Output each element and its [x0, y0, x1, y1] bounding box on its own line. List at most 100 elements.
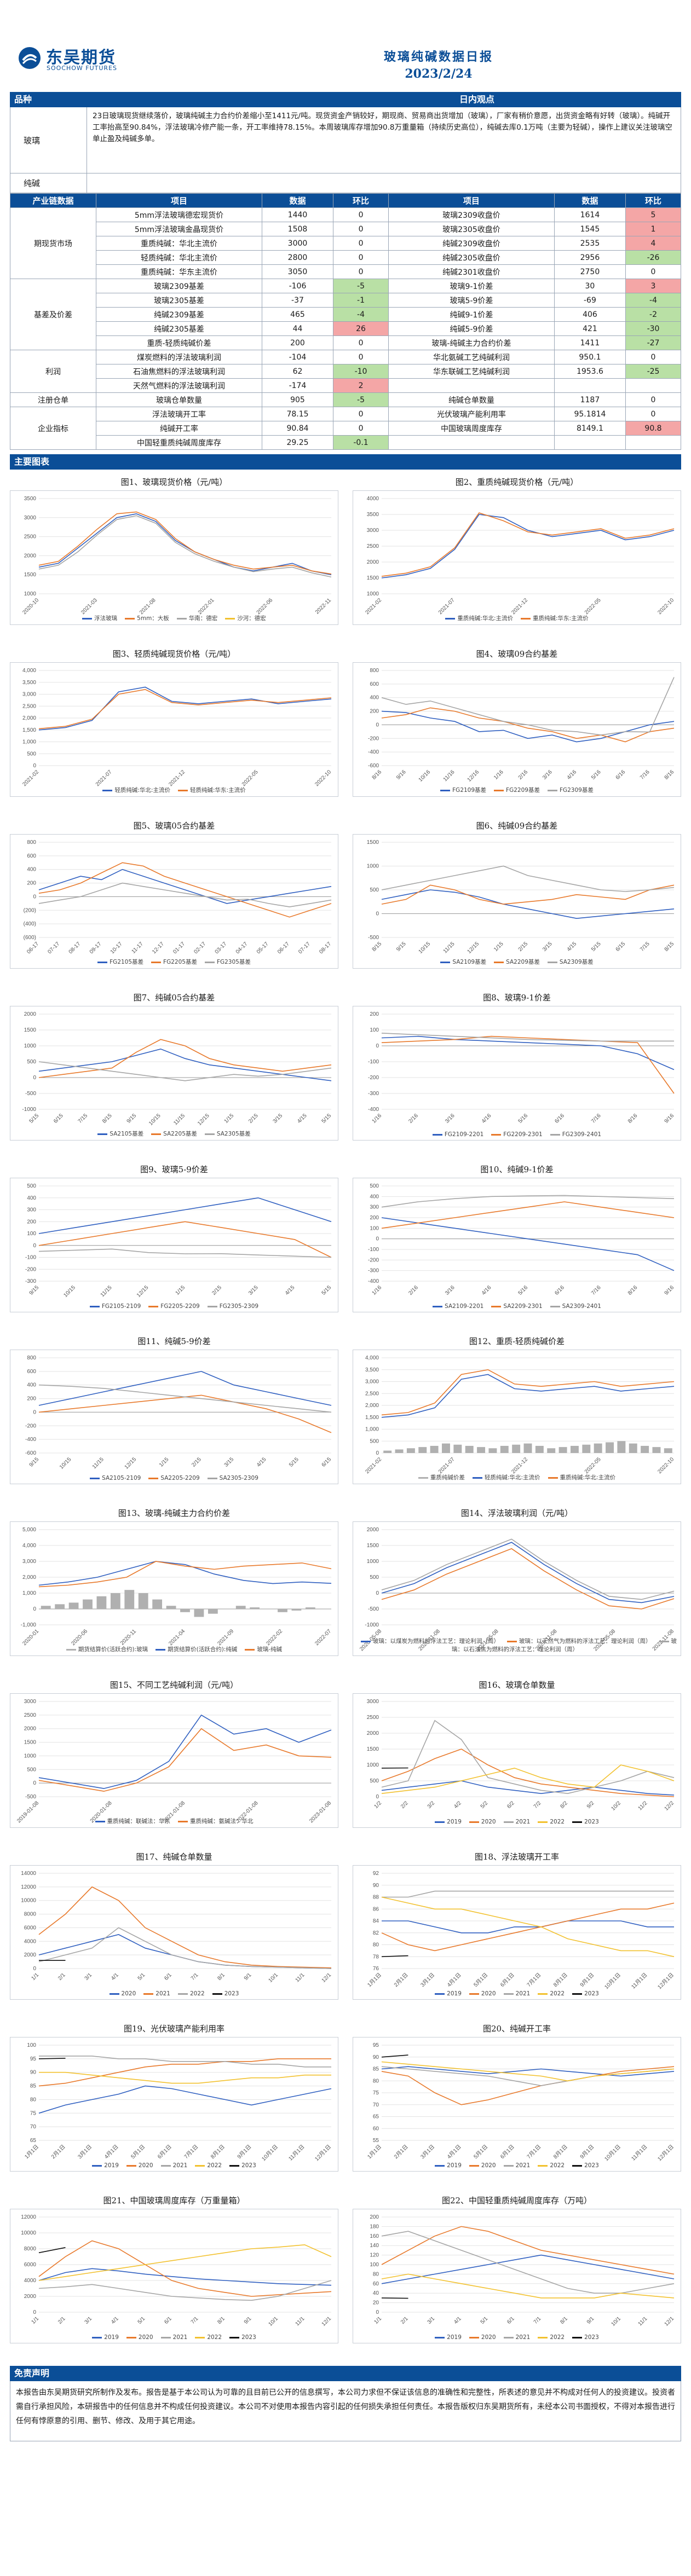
metrics-value-left: -106 — [261, 279, 334, 293]
summary-text: 23日玻璃现货继续落价，玻璃纯碱主力合约价差缩小至1411元/吨。现货资金产销较… — [93, 112, 672, 143]
chart-x-tick-label: 7月1日 — [526, 1972, 542, 1988]
chart-x-tick-label: 3/15 — [272, 1113, 284, 1125]
chart-legend-label: SA2109-2201 — [445, 1303, 484, 1310]
chart-y-tick-label: 500 — [27, 1767, 36, 1773]
chart-legend-label: 沙河：德宏 — [237, 615, 266, 622]
chart-legend-label: 2023 — [584, 1819, 599, 1825]
chart-legend-swatch — [550, 1133, 560, 1136]
metrics-change-left: 0 — [333, 236, 389, 251]
chart-legend-label: 2021 — [515, 2334, 531, 2341]
chart-x-tick-label: 2/1 — [57, 1972, 67, 1982]
chart-x-tick-label: 6/1 — [163, 2315, 173, 2325]
chart-x-tick-label: 2022-10 — [657, 597, 675, 616]
summary-col-variety: 品种 — [14, 94, 32, 105]
chart-plot-frame: 2000 1500 1000 500 0 -500 -1000 2020-05-08 2020-… — [353, 1521, 681, 1656]
chart-x-tick-label: 3/1 — [84, 2315, 94, 2325]
chart-legend-swatch — [547, 789, 557, 791]
chart-x-tick-label: 9/1 — [586, 2315, 596, 2325]
chart-x-tick-label: 6/16 — [615, 769, 627, 781]
chart-x-tick-label: 2021-12 — [510, 597, 529, 616]
chart-legend-swatch — [66, 1648, 76, 1651]
chart-x-tick-label: 6月1日 — [499, 2144, 515, 2160]
chart-legend-swatch — [361, 1640, 371, 1642]
chart-series-line — [38, 2240, 332, 2297]
chart-x-tick-label: 11/15 — [91, 1456, 105, 1470]
chart-title: 图10、纯碱9-1价差 — [480, 1165, 554, 1174]
chart-plot-frame: 500 400 300 200 100 0 -100 -200 -300 -400 1/16 2/16… — [353, 1178, 681, 1312]
chart-x-tick-label: 12月1日 — [657, 2144, 675, 2162]
chart-legend-swatch — [503, 2164, 514, 2167]
chart-x-tick-label: 3/16 — [542, 769, 554, 781]
chart-y-tick-label: 200 — [27, 881, 36, 887]
metrics-item-right: 纯碱5-9价差 — [388, 321, 555, 336]
chart-c7: 图7、纯碱05合约基差 2000 1500 1000 500 0 -500 -1000 5/15… — [10, 989, 338, 1141]
metrics-item-left: 纯碱开工率 — [96, 421, 262, 436]
chart-x-tick-label: 9月1日 — [579, 1972, 595, 1988]
chart-legend-swatch — [126, 2164, 136, 2167]
chart-legend-label: 2022 — [550, 1819, 565, 1825]
chart-y-tick-label: -400 — [368, 749, 379, 755]
chart-y-tick-label: 10000 — [21, 2230, 36, 2236]
metrics-change-left: -10 — [333, 364, 389, 379]
chart-x-tick-label: 1/16 — [493, 769, 505, 781]
chart-y-tick-label: 400 — [27, 1195, 36, 1201]
chart-legend-item: 2021 — [160, 2162, 187, 2169]
chart-legend-label: 2019 — [447, 2162, 462, 2169]
chart-y-tick-label: 200 — [370, 2214, 379, 2220]
chart-y-tick-label: -200 — [368, 1075, 379, 1081]
chart-y-tick-label: 95 — [373, 2042, 379, 2048]
chart-c8: 图8、玻璃9-1价差 200 100 0 -100 -200 -300 -400 1/16 2/1… — [353, 989, 681, 1141]
metrics-header-row: 产业链数据 项目 数据 环比 项目 数据 环比 — [9, 193, 681, 208]
chart-x-tick-label: 6/15 — [321, 1456, 333, 1468]
chart-y-tick-label: -500 — [368, 935, 379, 941]
chart-legend-item: SA2205-2209 — [148, 1475, 200, 1481]
chart-y-tick-label: 200 — [370, 1215, 379, 1221]
chart-legend-label: 2019 — [447, 1990, 462, 1997]
chart-x-tick-label: 2/16 — [407, 1113, 419, 1125]
chart-legend-label: 重质纯碱：氨碱法：华北 — [190, 1818, 254, 1825]
chart-series-line — [381, 1033, 674, 1042]
chart-legend-label: 重质纯碱价差 — [430, 1474, 465, 1481]
report-title: 玻璃纯碱数据日报 — [383, 50, 493, 64]
summary-row-glass: 玻璃 23日玻璃现货继续落价，玻璃纯碱主力合约价差缩小至1411元/吨。现货资金… — [10, 107, 681, 173]
chart-series-line — [38, 686, 332, 731]
chart-y-tick-label: 1,000 — [22, 739, 36, 745]
chart-x-tick-label: 2022-06 — [256, 597, 274, 616]
chart-series-line — [381, 2066, 675, 2105]
chart-x-tick-label: 3/1 — [427, 2315, 436, 2325]
chart-x-tick-label: 10/1 — [267, 2315, 279, 2328]
metrics-change-right: 1 — [625, 222, 681, 236]
chart-legend-item: 重质纯碱:华东:主流价 — [521, 615, 589, 622]
chart-x-tick-label: 9月1日 — [579, 2144, 595, 2160]
chart-x-tick-label: 4/15 — [296, 1113, 308, 1125]
metrics-row: 重质纯碱：华北主流价 3000 0 纯碱2309收盘价 2535 4 — [10, 236, 681, 251]
chart-x-tick-label: 9/16 — [395, 769, 407, 781]
chart-x-tick-label: 4/2 — [453, 1800, 463, 1810]
metrics-category: 企业指标 — [9, 407, 97, 450]
chart-y-tick-label: 1500 — [367, 575, 379, 581]
chart-legend-swatch — [95, 1820, 105, 1822]
chart-x-tick-label: 8/16 — [371, 769, 383, 781]
chart-y-tick-label: -600 — [25, 1450, 36, 1456]
chart-x-tick-label: 7/2 — [533, 1800, 543, 1810]
chart-legend-label: SA2209-2301 — [503, 1303, 543, 1310]
chart-x-tick-label: 11/2 — [637, 1800, 649, 1811]
chart-y-tick-label: 200 — [27, 1219, 36, 1225]
chart-x-tick-label: 1月1日 — [24, 2144, 40, 2160]
chart-plot-frame: 800 600 400 200 0 -200 -400 -600 9/15 10/15 11/15 1… — [10, 1350, 338, 1484]
chart-legend-label: 2019 — [104, 2334, 119, 2341]
chart-y-tick-label: 0 — [33, 763, 36, 769]
chart-c19: 图19、光伏玻璃产能利用率 100 95 90 85 80 75 70 65 1月1日 2月1日 3月… — [10, 2021, 338, 2172]
chart-y-tick-label: 3000 — [367, 528, 379, 534]
metrics-row: 天然气燃料的浮法玻璃利润 -174 2 — [10, 378, 681, 393]
chart-legend-swatch — [125, 617, 135, 620]
chart-y-tick-label: 1500 — [367, 840, 379, 846]
chart-legend-swatch — [445, 617, 456, 620]
chart-legend-label: 2020 — [138, 2334, 153, 2341]
metrics-value-right: 406 — [554, 307, 626, 322]
chart-series-line — [38, 1197, 332, 1234]
chart-plot-frame: 14000 12000 10000 8000 6000 4000 2000 0 1/1 2/1 3/… — [10, 1865, 338, 2000]
chart-series-line — [381, 512, 675, 577]
chart-series-line — [382, 1890, 674, 1898]
